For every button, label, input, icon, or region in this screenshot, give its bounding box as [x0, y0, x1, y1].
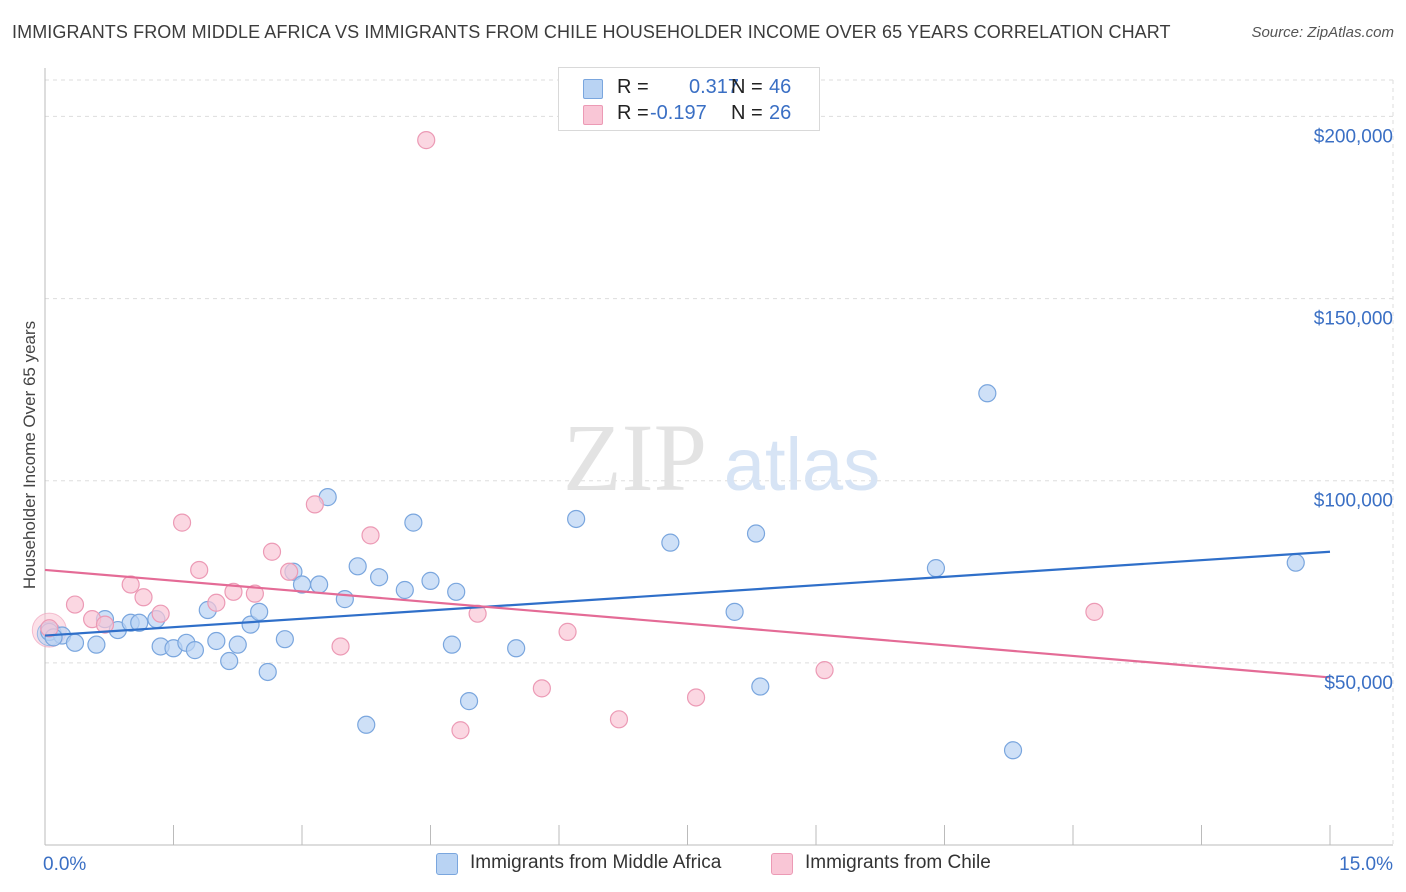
point-chile [95, 615, 115, 634]
tick-labels: $50,000 $100,000 $150,000 $200,000 0.0% 15.0% [43, 126, 1393, 875]
y-tick-label: $50,000 [1324, 673, 1393, 694]
point-middle-africa [370, 568, 389, 587]
point-chile [190, 560, 209, 580]
watermark-atlas: atlas [724, 423, 880, 506]
legend-n-label: N = [731, 102, 763, 124]
point-middle-africa [258, 662, 277, 682]
point-middle-africa [459, 692, 479, 711]
point-middle-africa [65, 633, 85, 652]
y-tick-label: $200,000 [1314, 126, 1393, 147]
point-middle-africa [926, 559, 946, 578]
point-middle-africa [185, 641, 205, 660]
point-chile [1085, 602, 1104, 621]
legend-n-value: 26 [769, 102, 792, 124]
point-middle-africa [395, 580, 414, 600]
point-middle-africa [207, 631, 226, 651]
point-middle-africa [241, 615, 260, 634]
point-middle-africa [310, 575, 329, 594]
point-middle-africa [275, 630, 294, 649]
point-chile [331, 637, 350, 656]
point-chile [245, 584, 264, 603]
point-chile [558, 622, 577, 641]
correlation-legend: R = 0.317 N = 46 R = -0.197 N = 26 [558, 67, 820, 131]
point-chile [686, 688, 706, 707]
legend-r-value: -0.197 [650, 102, 707, 124]
point-chile [151, 604, 170, 623]
trend-line-middle-africa [44, 550, 1331, 637]
point-middle-africa [447, 582, 466, 601]
x-tick-label: 15.0% [1339, 854, 1393, 875]
point-chile [451, 721, 470, 740]
legend-n-label: N = [731, 76, 763, 98]
legend-n-value: 46 [769, 76, 792, 98]
point-middle-africa [751, 677, 770, 696]
legend-r-label: R = [617, 102, 649, 124]
watermark: ZIP atlas [563, 404, 880, 511]
point-middle-africa [978, 384, 997, 403]
point-chile [65, 595, 85, 614]
point-middle-africa [87, 635, 106, 654]
point-chile [417, 131, 436, 150]
chart-title: IMMIGRANTS FROM MIDDLE AFRICA VS IMMIGRA… [12, 22, 1171, 42]
point-chile [224, 582, 243, 601]
point-middle-africa [348, 557, 367, 576]
series-swatch-blue [436, 853, 458, 875]
y-tick-label: $100,000 [1314, 491, 1393, 512]
series-name: Immigrants from Middle Africa [470, 852, 722, 873]
point-middle-africa [357, 715, 376, 734]
trend-lines [44, 550, 1331, 679]
point-chile [262, 542, 282, 561]
point-middle-africa [746, 524, 766, 543]
point-middle-africa [567, 509, 586, 529]
watermark-zip: ZIP [563, 404, 707, 511]
point-middle-africa [421, 571, 440, 590]
series-name: Immigrants from Chile [805, 852, 991, 873]
point-chile [207, 593, 226, 612]
legend-swatch-blue [583, 79, 603, 99]
point-chile [532, 679, 551, 698]
point-middle-africa [250, 602, 269, 621]
point-chile [280, 562, 299, 581]
x-tick-label: 0.0% [43, 854, 86, 875]
point-chile [815, 661, 834, 680]
trend-line-chile [44, 568, 1331, 679]
point-middle-africa [1286, 553, 1305, 572]
point-middle-africa [725, 602, 744, 621]
point-middle-africa [661, 533, 680, 552]
axes [44, 68, 1393, 846]
point-middle-africa [130, 613, 149, 632]
legend-r-label: R = [617, 76, 649, 98]
point-chile [134, 588, 153, 607]
point-chile [609, 710, 629, 729]
y-tick-label: $150,000 [1314, 309, 1393, 330]
legend-r-value: 0.317 [689, 76, 740, 98]
point-middle-africa [228, 635, 247, 654]
legend-swatch-pink [583, 105, 603, 125]
point-chile [361, 526, 380, 545]
point-middle-africa [220, 651, 239, 671]
point-middle-africa [1003, 741, 1023, 760]
point-middle-africa [507, 639, 526, 658]
point-chile [305, 495, 324, 514]
series-swatch-pink [771, 853, 793, 875]
source-label: Source: ZipAtlas.com [1251, 24, 1394, 41]
point-chile [40, 619, 59, 638]
point-middle-africa [404, 513, 423, 532]
point-middle-africa [442, 635, 462, 654]
point-chile [172, 513, 192, 532]
gridlines [45, 79, 1394, 845]
point-middle-africa [335, 590, 354, 609]
